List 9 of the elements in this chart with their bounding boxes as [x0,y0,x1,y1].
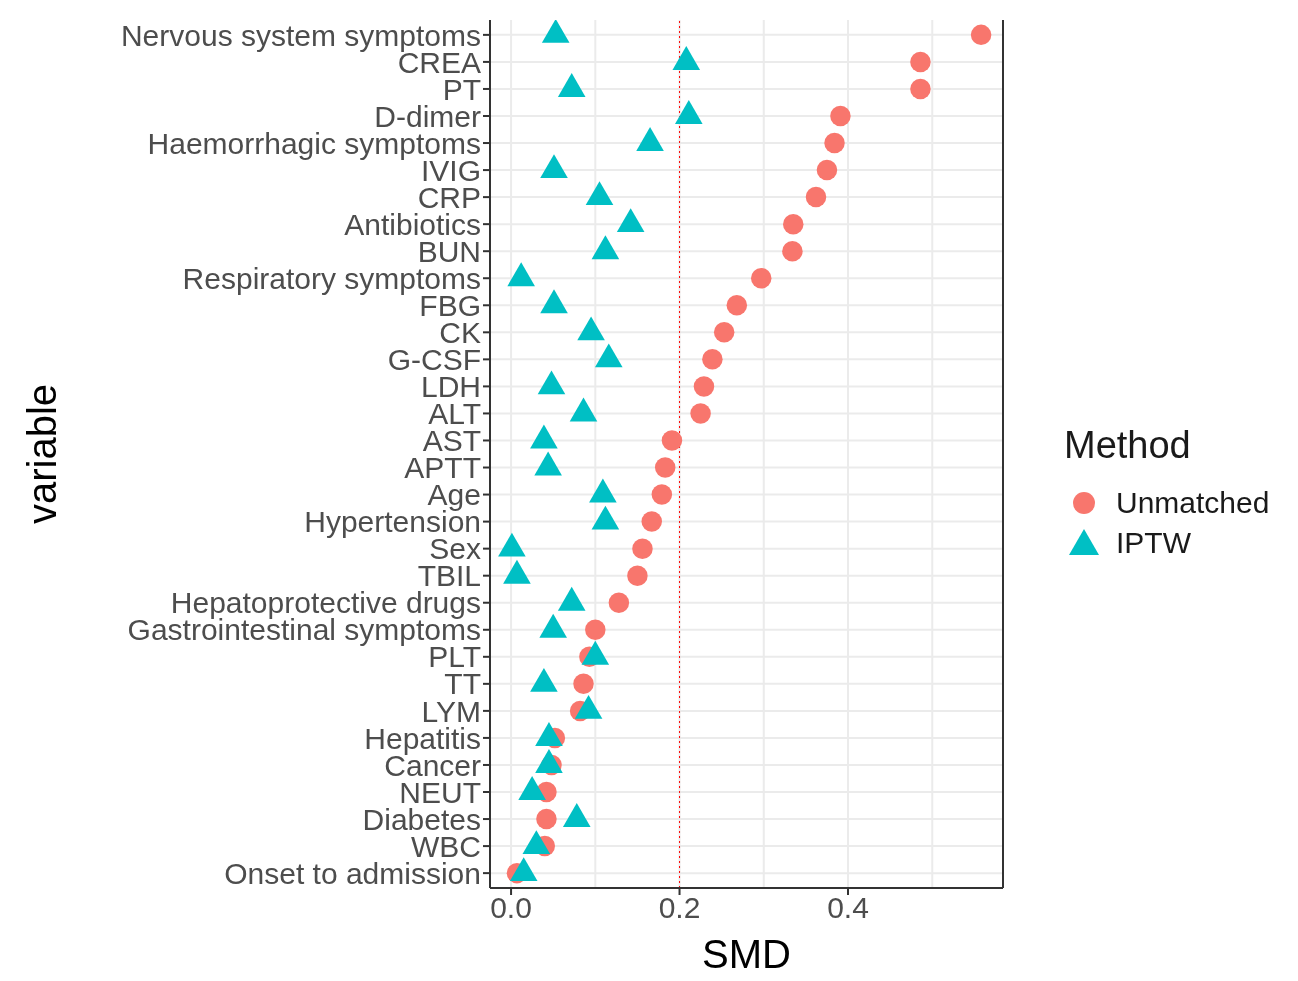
x-tick-label: 0.2 [658,891,701,925]
y-tick-label: Sex [429,532,481,566]
legend-label: IPTW [1116,525,1191,560]
legend-title: Method [1064,423,1192,467]
y-axis-title: variable [20,383,65,525]
x-axis-title: SMD [702,932,791,976]
x-tick-label: 0.4 [827,891,869,925]
x-tick-label: 0.0 [490,891,532,925]
legend-label: Unmatched [1116,485,1270,520]
